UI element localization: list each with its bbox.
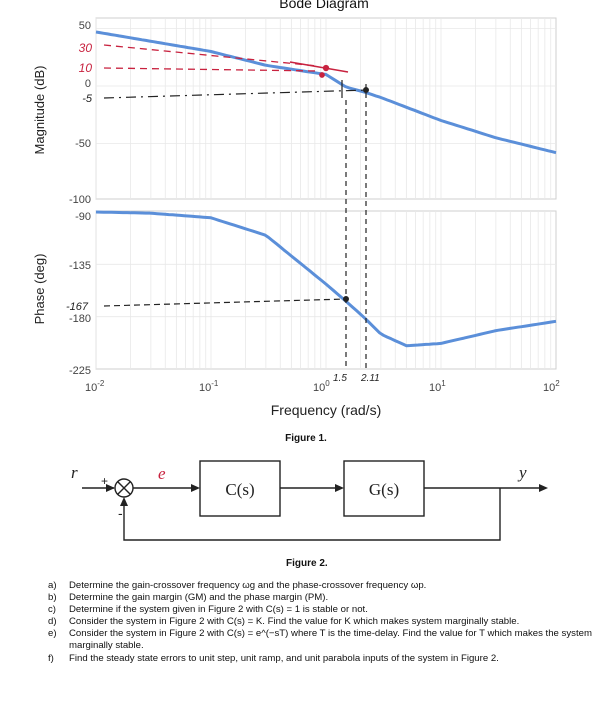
x-tick-label: 102 [543, 379, 560, 394]
mag-tick-label: -50 [75, 138, 91, 150]
annotation-2-11: 2.11 [360, 373, 380, 384]
mag-tick-label: -100 [69, 194, 91, 206]
arrowhead [539, 484, 548, 492]
question-text: Consider the system in Figure 2 with C(s… [69, 615, 520, 627]
question-text: Determine the gain-crossover frequency ω… [69, 580, 427, 591]
phase-tick-label: -135 [69, 260, 91, 272]
marker-dot [322, 64, 330, 72]
asymptote-line [289, 61, 349, 73]
figure-1-bode-diagram: Bode Diagram Magnitude (dB) Phase (deg) … [32, 0, 560, 541]
bode-title: Bode Diagram [279, 0, 369, 11]
annotation-minus5: -5 [82, 93, 93, 105]
black-annotations [103, 80, 370, 368]
block-g-label: G(s) [369, 480, 399, 499]
arrowhead [120, 497, 128, 506]
block-g [343, 460, 425, 517]
gain-crossover-dot [363, 86, 370, 93]
arrowhead [106, 484, 115, 492]
frequency-axis-label: Frequency (rad/s) [271, 402, 381, 418]
dashed-minus5-line [103, 89, 369, 99]
figure-1-caption: Figure 1. [285, 433, 327, 444]
phase-point-dot [343, 296, 350, 303]
x-tick-label: 100 [313, 379, 330, 394]
question-item: c) Determine if the system given in Figur… [48, 604, 604, 616]
figure-2-block-diagram: r + - e C(s) G(s) y [71, 460, 548, 541]
question-item: d) Consider the system in Figure 2 with C… [48, 616, 604, 628]
x-tick-label: 101 [429, 379, 446, 394]
question-item: f) Find the steady state errors to unit s… [48, 653, 604, 665]
question-item: e) Consider the system in Figure 2 with C… [48, 628, 604, 652]
question-text: Consider the system in Figure 2 with C(s… [69, 627, 592, 651]
phase-axis-label: Phase (deg) [32, 254, 47, 325]
arrowhead [335, 484, 344, 492]
x-tick-label: 10-1 [199, 379, 219, 394]
phase-curve [95, 210, 557, 348]
annotation-minus167: -167 [66, 301, 89, 313]
grid-lines [95, 18, 556, 369]
mag-tick-label: 0 [85, 78, 91, 90]
marker-dot [319, 72, 325, 78]
question-list: a) Determine the gain-crossover frequency… [48, 580, 604, 665]
red-annotations [103, 44, 349, 78]
block-c [199, 460, 281, 517]
question-text: Determine if the system given in Figure … [69, 603, 368, 615]
figure-2-caption: Figure 2. [286, 558, 328, 569]
arrowhead [191, 484, 200, 492]
phase-tick-label: -225 [69, 365, 91, 377]
phase-tick-label: -90 [75, 211, 91, 223]
minus-sign: - [118, 505, 123, 521]
plus-sign: + [101, 474, 108, 488]
question-text: Determine the gain margin (GM) and the p… [69, 591, 329, 603]
question-letter: a) [48, 580, 57, 591]
question-letter: f) [48, 653, 54, 665]
magnitude-curve [95, 30, 557, 155]
magnitude-axis-label: Magnitude (dB) [32, 66, 47, 155]
question-item: b) Determine the gain margin (GM) and the… [48, 592, 604, 604]
question-text: Find the steady state errors to unit ste… [69, 653, 499, 665]
error-label: e [158, 464, 166, 483]
annotation-1-5: 1.5 [333, 373, 347, 384]
question-letter: c) [48, 603, 56, 615]
block-c-label: C(s) [225, 480, 254, 499]
question-letter: e) [48, 627, 57, 639]
question-letter: d) [48, 615, 57, 627]
question-letter: b) [48, 591, 57, 603]
feedback-path [123, 488, 501, 541]
dashed-minus167-line [103, 298, 347, 307]
question-item: a) Determine the gain-crossover frequency… [48, 580, 604, 592]
input-label: r [71, 463, 78, 482]
summing-cross [117, 481, 131, 495]
annotation-10: 10 [79, 61, 93, 75]
x-tick-label: 10-2 [85, 379, 105, 394]
annotation-30: 30 [79, 41, 93, 55]
mag-tick-label: 50 [79, 20, 91, 32]
phase-tick-label: -180 [69, 313, 91, 325]
output-label: y [517, 463, 527, 482]
